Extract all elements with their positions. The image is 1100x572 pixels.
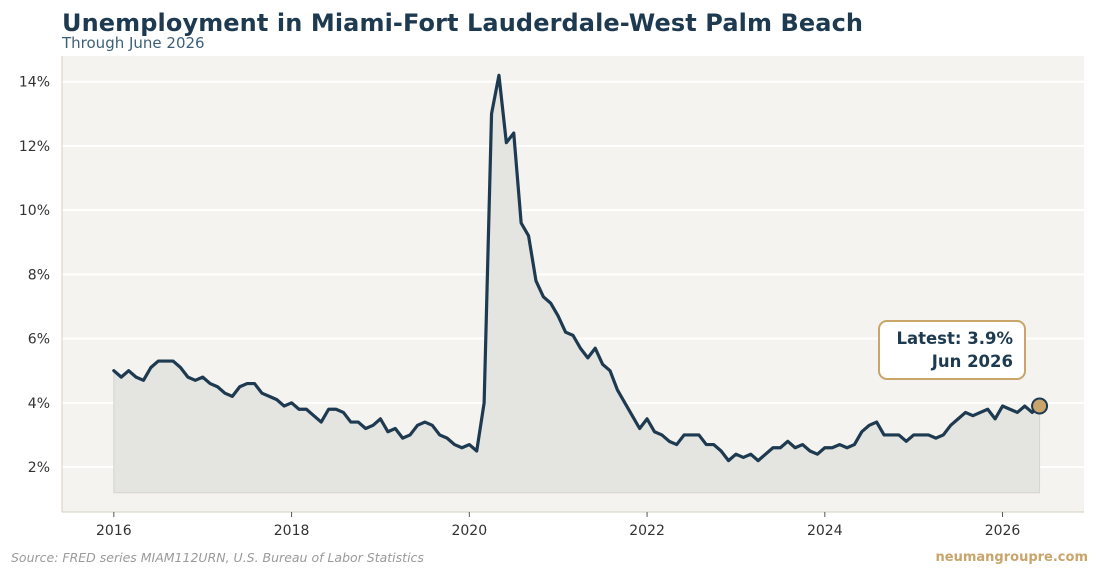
x-tick-label: 2026 <box>985 523 1021 539</box>
y-tick-label: 12% <box>19 139 50 155</box>
x-tick-label: 2018 <box>274 523 310 539</box>
latest-point-marker <box>1031 397 1049 415</box>
latest-value-callout: Latest: 3.9% Jun 2026 <box>878 320 1026 380</box>
y-tick-label: 10% <box>19 203 50 219</box>
y-tick-label: 6% <box>28 332 50 348</box>
y-tick-label: 2% <box>28 460 50 476</box>
brand-link[interactable]: neumangroupre.com <box>935 550 1088 565</box>
x-tick-label: 2024 <box>807 523 843 539</box>
series-line <box>112 73 1042 463</box>
callout-latest-date: Jun 2026 <box>931 352 1013 371</box>
chart-subtitle: Through June 2026 <box>62 34 205 52</box>
y-tick-label: 4% <box>28 396 50 412</box>
chart-title: Unemployment in Miami-Fort Lauderdale-We… <box>62 9 864 37</box>
y-tick-label: 8% <box>28 267 50 283</box>
source-note: Source: FRED series MIAM112URN, U.S. Bur… <box>11 550 424 565</box>
x-tick-label: 2020 <box>451 523 487 539</box>
callout-latest-value: Latest: 3.9% <box>896 329 1013 348</box>
x-tick-label: 2022 <box>629 523 665 539</box>
x-tick-label: 2016 <box>96 523 132 539</box>
y-tick-label: 14% <box>19 75 50 91</box>
